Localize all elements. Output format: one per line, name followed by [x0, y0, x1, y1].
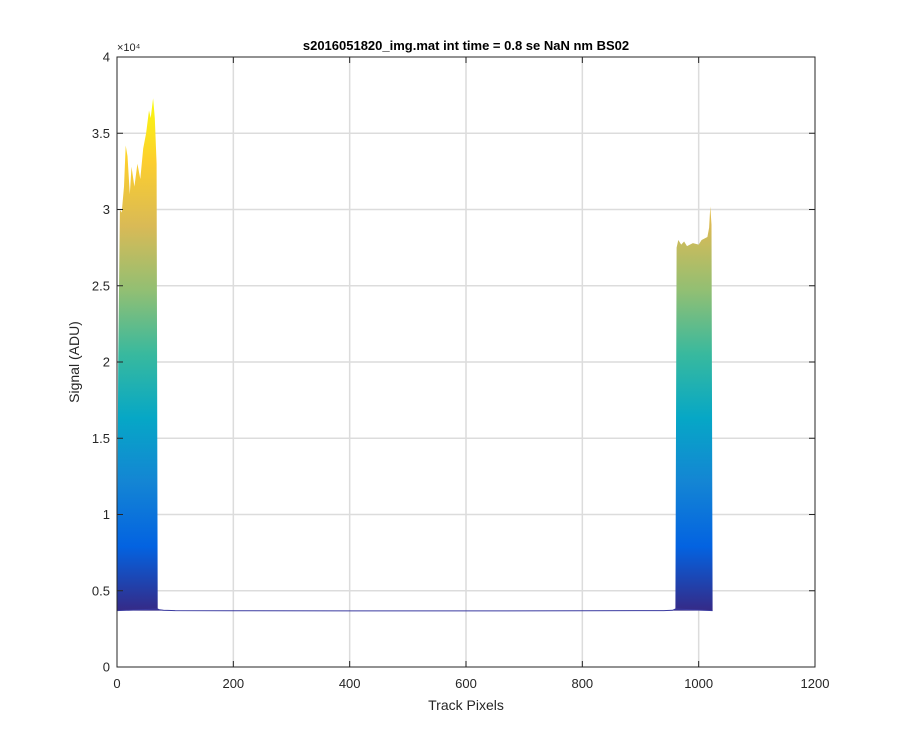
- x-tick-label: 0: [113, 676, 120, 691]
- x-tick-label: 1000: [684, 676, 713, 691]
- chart-title: s2016051820_img.mat int time = 0.8 se Na…: [303, 38, 629, 53]
- y-tick-label: 2: [103, 355, 110, 370]
- y-tick-label: 0.5: [92, 583, 110, 598]
- y-exponent-label: ×10⁴: [117, 42, 141, 54]
- y-tick-label: 0: [103, 660, 110, 675]
- x-tick-label: 200: [222, 676, 244, 691]
- baseline-line: [117, 608, 713, 612]
- y-tick-label: 3.5: [92, 126, 110, 141]
- y-tick-label: 4: [103, 50, 110, 65]
- x-tick-label: 600: [455, 676, 477, 691]
- y-tick-label: 1: [103, 507, 110, 522]
- x-tick-label: 800: [571, 676, 593, 691]
- x-tick-label: 1200: [801, 676, 830, 691]
- y-axis: 0 0.5 1 1.5 2 2.5 3 3.5 4: [92, 50, 815, 675]
- x-axis: 0 200 400 600 800 1000 1200: [113, 57, 829, 691]
- y-axis-label: Signal (ADU): [66, 321, 82, 403]
- y-tick-label: 3: [103, 202, 110, 217]
- y-tick-label: 1.5: [92, 431, 110, 446]
- x-axis-label: Track Pixels: [428, 697, 504, 713]
- y-tick-label: 2.5: [92, 278, 110, 293]
- x-tick-label: 400: [339, 676, 361, 691]
